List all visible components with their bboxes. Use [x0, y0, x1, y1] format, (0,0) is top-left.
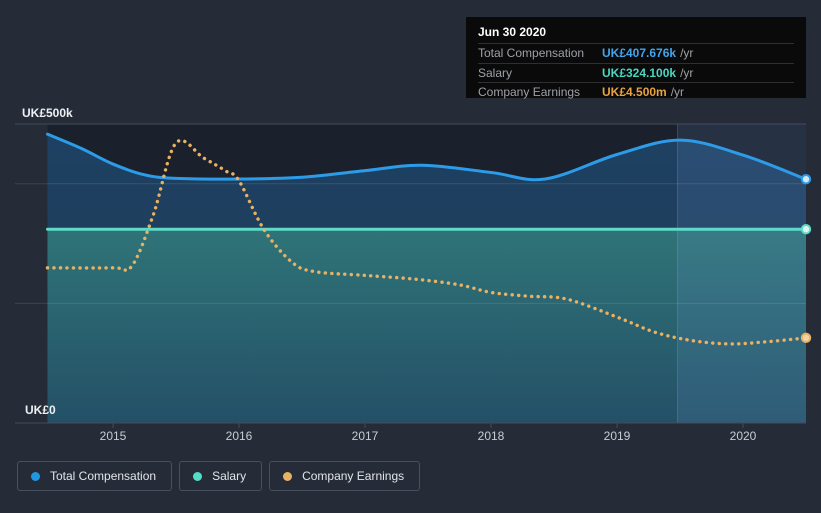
tooltip-row-value: UK£407.676k	[602, 46, 677, 61]
tooltip-row-label: Salary	[478, 65, 513, 80]
tooltip-row-label: Company Earnings	[478, 85, 581, 100]
total-compensation-line	[45, 132, 808, 182]
tooltip-row-unit: /yr	[680, 46, 694, 61]
tooltip-row: Company Earnings UK£4.500m /yr	[478, 82, 794, 102]
x-axis-year-label: 2019	[603, 429, 631, 443]
tooltip-row: Total Compensation UK£407.676k /yr	[478, 43, 794, 63]
x-axis-year-label: 2018	[477, 429, 505, 443]
tooltip-row-label: Total Compensation	[478, 46, 585, 61]
tooltip-row-unit: /yr	[680, 65, 694, 80]
total-compensation-end-marker	[800, 174, 812, 185]
x-axis-year-label: 2016	[225, 429, 253, 443]
legend-item-label: Salary	[212, 469, 247, 483]
company-earnings-end-marker	[800, 332, 812, 344]
legend-color-dot	[31, 471, 40, 481]
hover-highlight-band	[677, 124, 806, 423]
legend: Total Compensation Salary Company Earnin…	[17, 461, 421, 491]
legend-color-dot	[193, 471, 203, 481]
tooltip-row-value: UK£324.100k	[602, 65, 677, 80]
tooltip-row: Salary UK£324.100k /yr	[478, 62, 794, 83]
company-earnings-line	[45, 138, 808, 346]
x-axis-year-label: 2015	[99, 429, 127, 443]
x-axis-year-label: 2017	[351, 429, 379, 443]
legend-item-company-earnings[interactable]: Company Earnings	[269, 461, 421, 491]
legend-color-dot	[283, 471, 293, 481]
tooltip-date: Jun 30 2020	[478, 25, 547, 39]
teal-area-fill	[47, 229, 807, 423]
legend-item-salary[interactable]: Salary	[179, 461, 263, 491]
legend-item-label: Total Compensation	[50, 469, 157, 483]
y-axis-label-min: UK£0	[25, 403, 56, 417]
x-axis-year-label: 2020	[729, 429, 757, 443]
y-axis-label-max: UK£500k	[22, 106, 73, 120]
salary-end-marker	[800, 223, 812, 235]
legend-item-total-compensation[interactable]: Total Compensation	[17, 461, 173, 491]
legend-item-label: Company Earnings	[302, 469, 405, 483]
tooltip-row-unit: /yr	[670, 85, 685, 100]
chart-tooltip: Jun 30 2020 Total Compensation UK£407.67…	[466, 17, 806, 99]
tooltip-row-value: UK£4.500m	[602, 85, 667, 100]
